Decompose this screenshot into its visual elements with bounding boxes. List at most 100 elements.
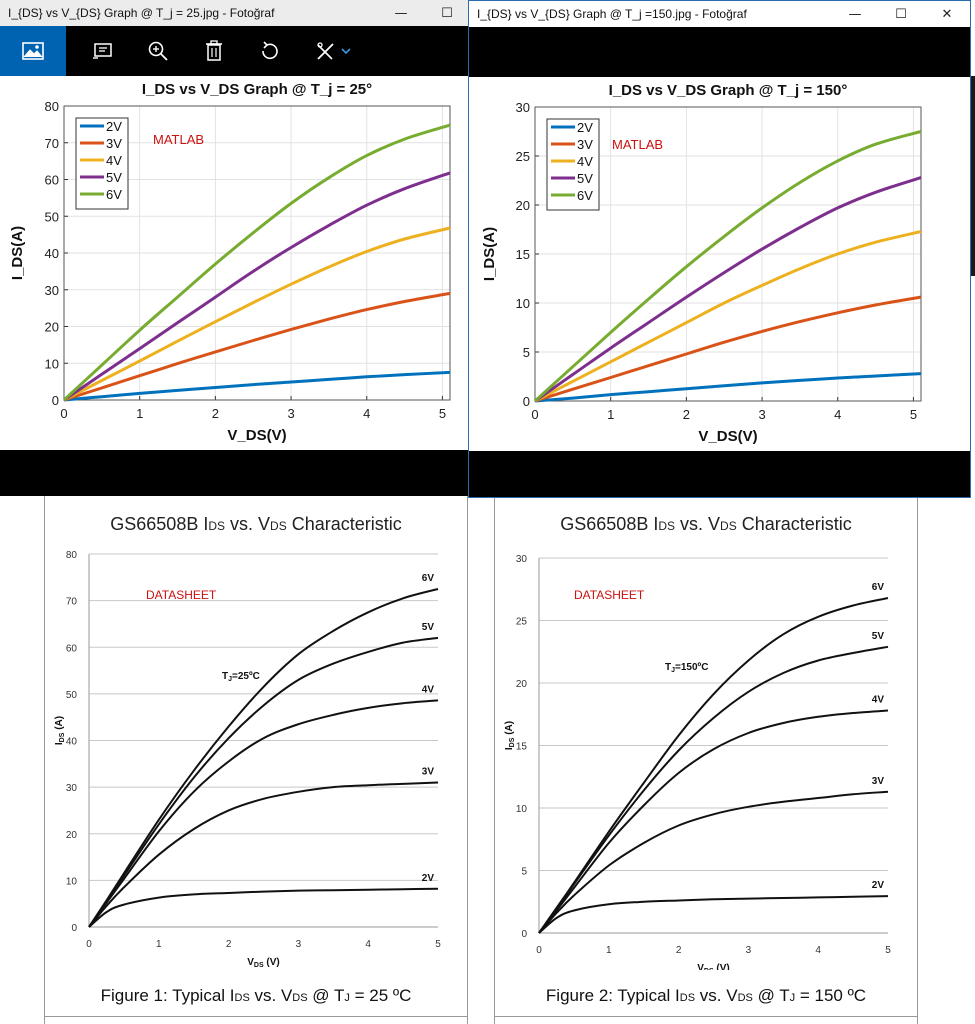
x-tick-label: 5 <box>910 407 917 422</box>
series-line-4V <box>534 230 922 403</box>
title-bar-left[interactable]: I_{DS} vs V_{DS} Graph @ T_j = 25.jpg - … <box>0 0 470 26</box>
series-line-3V <box>534 295 922 403</box>
condition-sub: J <box>671 667 675 674</box>
x-label-v: V <box>247 957 254 968</box>
series-line-6V <box>62 123 451 402</box>
x-label-sub: DS <box>704 968 714 970</box>
y-tick-label: 40 <box>66 737 78 748</box>
x-tick-label: 4 <box>363 406 370 421</box>
x-tick-label: 5 <box>439 406 446 421</box>
rotate-button[interactable] <box>242 26 298 76</box>
datasheet-bottom-rule-left <box>44 1016 468 1017</box>
series-line-2V <box>63 370 451 402</box>
series-line-2V <box>538 895 889 934</box>
x-tick-label: 2 <box>676 945 682 956</box>
minimize-button-left[interactable]: — <box>394 5 408 21</box>
y-tick-label: 20 <box>516 198 530 213</box>
series-line-5V <box>538 645 889 934</box>
datasheet-frame-right <box>494 496 918 1024</box>
x-tick-label: 4 <box>834 407 841 422</box>
datasheet-frame-left <box>44 496 468 1024</box>
delete-button[interactable] <box>186 26 242 76</box>
condition-rest: =25ºC <box>232 671 260 682</box>
series-line-5V <box>88 636 439 928</box>
series-label-2V: 2V <box>872 880 885 891</box>
series-line-5V <box>63 171 451 402</box>
slideshow-icon <box>93 43 112 59</box>
y-tick-label: 20 <box>45 320 59 335</box>
series-line-4V <box>538 709 889 934</box>
y-tick-label: 0 <box>523 394 530 409</box>
series-label-3V: 3V <box>422 766 435 777</box>
window-title-right: I_{DS} vs V_{DS} Graph @ T_j =150.jpg - … <box>477 7 747 21</box>
series-label-4V: 4V <box>872 695 885 706</box>
x-tick-label: 3 <box>758 407 765 422</box>
edit-button[interactable] <box>298 26 368 76</box>
series-label-5V: 5V <box>872 631 885 642</box>
y-tick-label: 20 <box>66 830 78 841</box>
datasheet-chart-150: 0 5 10 15 20 25 30 0 1 2 3 4 5 2V 3V 4V 5V 6V TJ=150ºC VDS … <box>504 554 891 970</box>
plot-frame <box>63 105 451 401</box>
chart-title: I_DS vs V_DS Graph @ T_j = 25° <box>142 81 372 98</box>
condition-t: T <box>665 662 671 673</box>
x-tick-label: 1 <box>136 406 143 421</box>
datasheet-chart-25: 0 10 20 30 40 50 60 70 80 0 1 2 3 4 5 2V 3V 4V 5V 6V TJ=25ºC… <box>54 550 441 969</box>
y-tick-label: 25 <box>516 617 528 628</box>
datasheet-bottom-rule-right <box>494 1016 918 1017</box>
legend-label-5V: 5V <box>106 170 122 185</box>
y-tick-label: 0 <box>52 393 59 408</box>
rotate-icon <box>262 41 278 60</box>
y-tick-label: 25 <box>516 149 530 164</box>
image-view-button[interactable] <box>0 26 66 76</box>
temperature-condition: TJ=150ºC <box>665 662 708 674</box>
x-tick-label: 3 <box>287 406 294 421</box>
maximize-button-right[interactable]: ☐ <box>895 6 907 22</box>
maximize-button-left[interactable]: ☐ <box>441 5 453 21</box>
series-label-4V: 4V <box>422 684 435 695</box>
y-label-i: I <box>54 742 65 745</box>
y-tick-label: 10 <box>516 296 530 311</box>
y-tick-label: 80 <box>66 550 78 561</box>
series-line-2V <box>88 887 439 928</box>
x-axis-label: VDS (V) <box>697 963 730 970</box>
legend-label-5V: 5V <box>577 171 593 186</box>
slideshow-button[interactable] <box>74 26 130 76</box>
zoom-in-button[interactable] <box>130 26 186 76</box>
y-tick-label: 50 <box>45 209 59 224</box>
y-tick-label: 30 <box>66 783 78 794</box>
x-tick-label: 0 <box>86 939 92 950</box>
x-axis-label: VDS (V) <box>247 957 280 969</box>
x-tick-label: 1 <box>607 407 614 422</box>
condition-t: T <box>222 671 228 682</box>
x-tick-label: 0 <box>536 945 542 956</box>
x-label-rest: (V) <box>714 963 730 970</box>
window-title-left: I_{DS} vs V_{DS} Graph @ T_j = 25.jpg - … <box>8 6 275 20</box>
y-label-rest: (A) <box>54 716 65 733</box>
y-tick-label: 15 <box>516 742 528 753</box>
y-tick-label: 10 <box>516 804 528 815</box>
delete-icon <box>206 40 222 61</box>
y-tick-label: 80 <box>45 99 59 114</box>
condition-rest: =150ºC <box>675 662 708 673</box>
datasheet-background <box>0 496 975 1024</box>
background-window-edge <box>971 76 975 276</box>
photos-window-right[interactable]: I_{DS} vs V_{DS} Graph @ T_j =150.jpg - … <box>468 0 971 498</box>
chevron-down-icon[interactable] <box>341 47 351 55</box>
x-tick-label: 5 <box>885 945 891 956</box>
series-line-6V <box>533 130 922 403</box>
x-axis-label: V_DS(V) <box>227 427 286 444</box>
figure-caption-1: Figure 1: Typical IDS vs. VDS @ TJ = 25 … <box>100 986 412 1005</box>
title-bar-right[interactable]: I_{DS} vs V_{DS} Graph @ T_j =150.jpg - … <box>469 1 970 27</box>
close-button-right[interactable]: ✕ <box>941 6 953 22</box>
zoom-in-icon <box>148 41 168 61</box>
photos-window-left[interactable]: I_{DS} vs V_{DS} Graph @ T_j = 25.jpg - … <box>0 0 470 496</box>
y-axis-label: I_DS(A) <box>481 227 498 281</box>
series-line-3V <box>538 790 889 934</box>
image-icon <box>22 42 44 60</box>
series-line-5V <box>534 176 922 403</box>
minimize-button-right[interactable]: — <box>848 6 862 22</box>
figure-caption-2: Figure 2: Typical IDS vs. VDS @ TJ = 150… <box>545 986 867 1005</box>
series-label-3V: 3V <box>872 776 885 787</box>
x-tick-label: 3 <box>296 939 302 950</box>
